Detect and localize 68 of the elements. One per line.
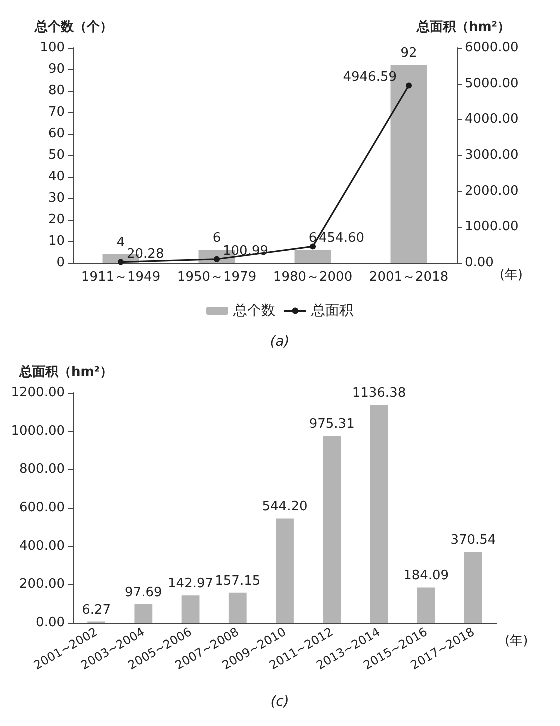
data-label: 157.15	[215, 574, 261, 589]
y2-tick-label: 2000.00	[465, 184, 519, 199]
bar	[464, 552, 482, 623]
y-tick-label: 20	[48, 212, 65, 228]
y-tick-label: 10	[48, 234, 65, 249]
text: (a)	[270, 334, 290, 350]
bar	[370, 405, 388, 623]
data-label: 544.20	[262, 500, 308, 515]
y-tick-label: 1000.00	[11, 424, 65, 439]
y-tick-label: 600.00	[20, 500, 65, 516]
y2-tick-label: 3000.00	[465, 148, 519, 163]
data-label: 370.54	[450, 532, 496, 548]
text: (c)	[270, 694, 290, 710]
y-tick-label: 80	[48, 84, 65, 98]
y-tick-label: 0.00	[36, 616, 65, 630]
data-label: 92	[400, 46, 418, 62]
data-label: 100.99	[223, 244, 268, 259]
bar	[134, 604, 153, 623]
y-tick-label: 100	[40, 40, 65, 56]
legend-label: 总个数	[232, 303, 276, 319]
y-tick-label: 0	[56, 256, 65, 270]
y2-tick-label: 5000.00	[465, 76, 519, 92]
y-tick-label: 40	[48, 170, 65, 184]
bar	[228, 592, 247, 623]
y2-tick-label: 0.00	[465, 256, 494, 270]
point	[310, 244, 316, 250]
y-tick-label: 200.00	[20, 577, 65, 592]
y-tick-label: 30	[48, 191, 65, 206]
y-tick-label: 50	[48, 148, 65, 163]
x-tick-label: 1911～1949	[81, 270, 161, 285]
x-axis-title: (年)	[505, 634, 528, 649]
data-label: 1136.38	[352, 386, 406, 402]
bar	[294, 250, 332, 263]
point	[406, 82, 412, 89]
y-tick-label: 400.00	[20, 538, 65, 554]
y-tick-label: 1200.00	[11, 386, 65, 400]
bar	[276, 518, 294, 623]
data-label: 975.31	[309, 417, 355, 432]
legend-label: 总面积	[310, 303, 354, 319]
y-axis-title: 总面积（hm²）	[18, 364, 113, 380]
x-tick-label: 1950～1979	[177, 270, 257, 285]
data-label: 6	[308, 231, 318, 246]
y-tick-label: 60	[48, 126, 65, 142]
data-label: 97.69	[125, 585, 162, 600]
point	[118, 259, 124, 266]
data-label: 4946.59	[343, 70, 397, 86]
data-label: 6	[212, 231, 222, 246]
x-axis-title: (年)	[500, 268, 523, 283]
data-label: 184.09	[404, 568, 450, 584]
y2-tick-label: 6000.00	[465, 40, 519, 56]
y2-axis-title: 总面积（hm²）	[416, 19, 510, 35]
y-tick-label: 800.00	[20, 462, 65, 478]
y2-tick-label: 4000.00	[465, 112, 519, 128]
bar	[323, 436, 342, 623]
y-tick-label: 90	[48, 62, 65, 77]
point	[214, 256, 220, 262]
data-label: 6.27	[82, 602, 112, 618]
bar	[182, 596, 200, 623]
data-label: 142.97	[168, 576, 214, 592]
data-label: 4	[116, 235, 126, 250]
y-tick-label: 70	[48, 105, 65, 120]
data-label: 454.60	[319, 231, 364, 246]
bar	[417, 588, 436, 623]
x-tick-label: 1980～2000	[273, 270, 353, 285]
x-tick-label: 2001～2018	[369, 270, 449, 285]
data-label: 20.28	[127, 246, 164, 262]
y-axis-title: 总个数（个）	[34, 19, 113, 35]
y2-tick-label: 1000.00	[465, 220, 519, 235]
